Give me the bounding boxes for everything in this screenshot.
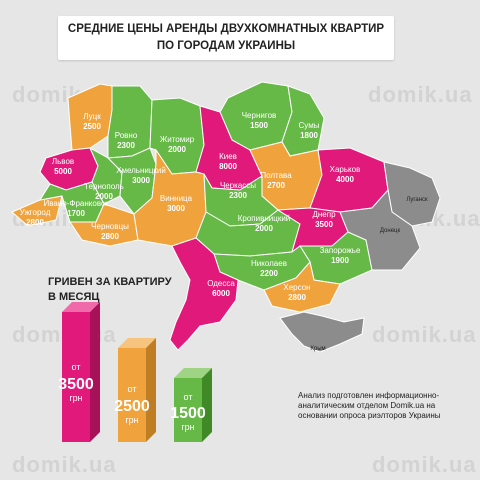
legend-bar-value: 1500 [170, 405, 206, 422]
value-khmelnytskyi: 3000 [132, 176, 150, 185]
label-crimea: Крым [310, 346, 325, 352]
region-labels: Луцк 2500 Ровно 2300 Житомир 2000 Черниг… [20, 111, 428, 352]
watermark: domik.ua [372, 322, 477, 347]
legend-bar-prefix: от [72, 362, 81, 372]
value-uzhhorod: 2800 [26, 218, 44, 227]
value-kharkiv: 4000 [336, 175, 354, 184]
label-cherkasy: Черкассы [220, 181, 256, 190]
value-mykolaiv: 2200 [260, 269, 278, 278]
legend-bar-prefix: от [128, 384, 137, 394]
legend-bar-pink: от 3500 грн [58, 302, 100, 442]
value-ivano-frankivsk: 1700 [67, 209, 85, 218]
watermark: domik.ua [12, 452, 117, 477]
title-box: СРЕДНИЕ ЦЕНЫ АРЕНДЫ ДВУХКОМНАТНЫХ КВАРТИ… [58, 16, 394, 60]
value-lviv: 5000 [54, 167, 72, 176]
value-lutsk: 2500 [83, 122, 101, 131]
watermark: domik.ua [368, 82, 473, 107]
legend-bar-value: 3500 [58, 376, 94, 393]
region-crimea[interactable] [279, 311, 365, 353]
legend-title-line-2: В МЕСЯЦ [48, 291, 100, 303]
value-kherson: 2800 [288, 293, 306, 302]
legend-bar-orange: от 2500 грн [114, 338, 156, 442]
label-rivne: Ровно [115, 131, 138, 140]
label-poltava: Полтава [260, 171, 292, 180]
label-ivano-frankivsk: Ивано-Франковск [44, 199, 109, 208]
legend-bar-unit: грн [181, 422, 194, 432]
legend-title-line-1: ГРИВЕН ЗА КВАРТИРУ [48, 276, 172, 288]
value-dnipro: 3500 [315, 220, 333, 229]
source-note: Анализ подготовлен информационно-аналити… [298, 391, 441, 420]
region-odesa[interactable] [169, 237, 239, 351]
value-vinnytsia: 3000 [167, 204, 185, 213]
label-ternopil: Тернополь [84, 182, 124, 191]
title-line-2: ПО ГОРОДАМ УКРАИНЫ [156, 40, 296, 52]
label-kropyvnytskyi: Кропивницкий [238, 214, 291, 223]
value-chernivtsi: 2800 [101, 232, 119, 241]
label-dnipro: Днепр [312, 210, 336, 219]
label-lutsk: Луцк [83, 112, 101, 121]
value-ternopil: 2000 [95, 192, 113, 201]
region-uzhhorod[interactable] [11, 195, 63, 227]
legend-bar-value: 2500 [114, 398, 150, 415]
legend-bar-unit: грн [125, 415, 138, 425]
label-mykolaiv: Николаев [251, 259, 287, 268]
label-kyiv: Киев [219, 152, 237, 161]
label-chernivtsi: Черновцы [91, 222, 129, 231]
label-lviv: Львов [52, 157, 74, 166]
value-odesa: 6000 [212, 289, 230, 298]
value-zaporizhzhia: 1900 [331, 256, 349, 265]
legend-title: ГРИВЕН ЗА КВАРТИРУ В МЕСЯЦ [48, 275, 172, 305]
label-luhansk: Луганск [406, 197, 428, 203]
watermark: domik.ua [372, 452, 477, 477]
value-cherkasy: 2300 [229, 191, 247, 200]
label-kherson: Херсон [283, 283, 310, 292]
value-zhytomyr: 2000 [168, 145, 186, 154]
label-zaporizhzhia: Запорожье [320, 246, 361, 255]
label-chernihiv: Чернигов [242, 111, 277, 120]
value-kyiv: 8000 [219, 162, 237, 171]
label-vinnytsia: Винница [160, 194, 193, 203]
region-donetsk[interactable] [339, 188, 421, 271]
legend-bar-green: от 1500 грн [170, 368, 212, 442]
label-khmelnytskyi: Хмельницкий [116, 166, 166, 175]
region-kherson[interactable] [263, 260, 341, 313]
legend-bar-unit: грн [69, 393, 82, 403]
value-chernihiv: 1500 [250, 121, 268, 130]
label-kharkiv: Харьков [330, 165, 361, 174]
label-zhytomyr: Житомир [160, 135, 195, 144]
label-odesa: Одесса [207, 279, 235, 288]
title-line-1: СРЕДНИЕ ЦЕНЫ АРЕНДЫ ДВУХКОМНАТНЫХ КВАРТИ… [67, 23, 385, 35]
value-sumy: 1800 [300, 131, 318, 140]
value-kropyvnytskyi: 2000 [255, 224, 273, 233]
label-sumy: Сумы [299, 121, 320, 130]
value-rivne: 2300 [117, 141, 135, 150]
value-poltava: 2700 [267, 181, 285, 190]
label-donetsk: Донецк [380, 228, 401, 234]
label-uzhhorod: Ужгород [20, 208, 51, 217]
legend-bar-prefix: от [184, 392, 193, 402]
